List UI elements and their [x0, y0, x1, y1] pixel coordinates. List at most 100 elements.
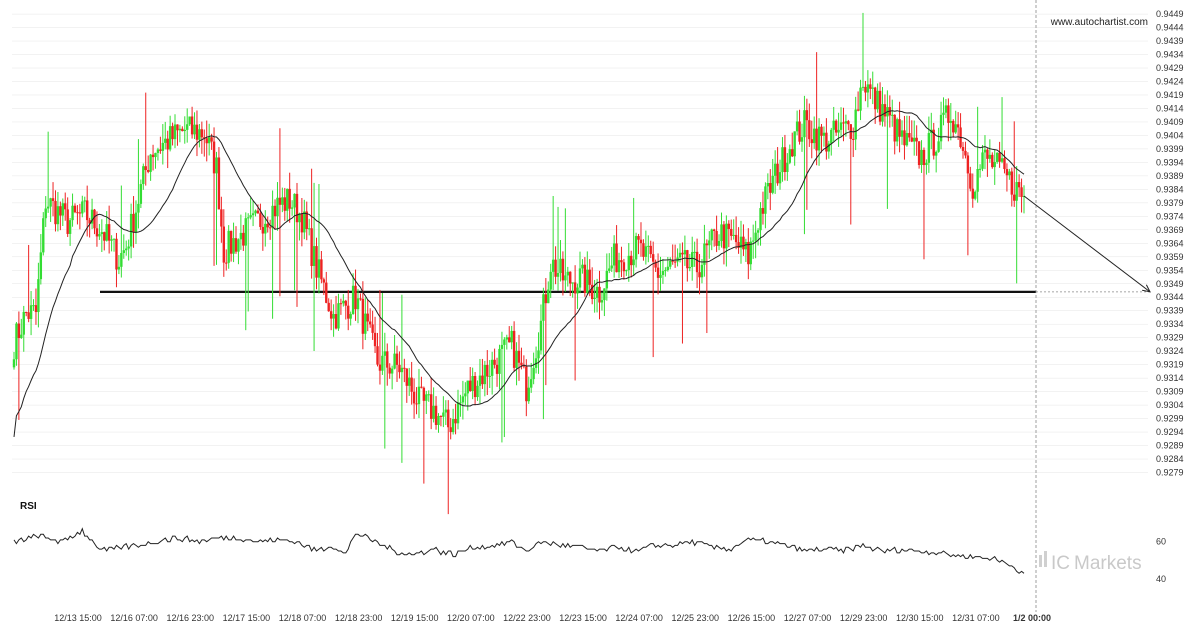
candle-body: [471, 376, 474, 391]
candle-body: [732, 234, 735, 236]
candle-body: [544, 294, 548, 304]
candle-body: [898, 119, 901, 137]
candle-body: [71, 205, 74, 221]
candle-body: [456, 402, 460, 424]
candle-body: [773, 163, 777, 176]
candle-body: [839, 122, 843, 130]
candle-body: [232, 238, 235, 254]
candle-body: [417, 386, 421, 405]
candle-body: [761, 208, 765, 214]
candle-body: [186, 124, 189, 130]
candle-body: [205, 138, 208, 144]
candle-body: [988, 154, 992, 159]
candle-body: [427, 394, 430, 396]
candle-body: [137, 203, 140, 213]
candle-body: [366, 313, 369, 322]
price-tick-label: 0.9289: [1156, 441, 1184, 451]
candle-body: [225, 262, 228, 264]
candle-body: [573, 282, 577, 294]
candle-body: [956, 124, 960, 128]
candle-body: [905, 133, 909, 146]
candle-body: [56, 206, 60, 225]
candle-body: [576, 287, 579, 294]
candle-body: [95, 228, 99, 237]
candle-body: [881, 104, 884, 122]
candle-body: [486, 364, 489, 377]
candle-body: [617, 260, 621, 273]
candle-body: [766, 182, 770, 187]
candle-body: [32, 305, 35, 307]
candle-body: [693, 251, 696, 253]
candle-body: [227, 230, 230, 263]
candle-body: [88, 220, 91, 224]
candle-body: [195, 124, 199, 140]
candle-body: [303, 211, 306, 233]
candle-body: [210, 137, 213, 142]
candle-body: [376, 346, 379, 365]
candle-body: [332, 314, 335, 319]
candle-body: [700, 264, 704, 278]
site-url[interactable]: www.autochartist.com: [1050, 17, 1148, 28]
candle-body: [1010, 171, 1014, 195]
candle-body: [737, 242, 740, 248]
candle-body: [783, 147, 787, 172]
time-tick-label: 12/18 23:00: [335, 613, 383, 623]
candle-body: [425, 394, 428, 401]
candle-body: [44, 208, 47, 219]
candle-body: [917, 141, 921, 166]
time-tick-label: 12/31 07:00: [952, 613, 1000, 623]
candle-body: [559, 258, 562, 274]
candle-body: [334, 314, 338, 329]
candle-body: [666, 266, 670, 271]
candle-body: [866, 84, 870, 93]
candle-body: [283, 197, 286, 211]
candle-body: [532, 367, 535, 380]
candle-body: [527, 387, 530, 402]
candle-body: [742, 236, 745, 250]
candle-body: [891, 114, 894, 116]
price-tick-label: 0.9404: [1156, 130, 1184, 140]
candle-body: [749, 241, 752, 265]
candle-body: [622, 262, 626, 272]
candle-body: [85, 200, 89, 221]
candle-body: [447, 409, 450, 428]
candle-body: [827, 143, 831, 152]
candle-body: [29, 305, 33, 319]
candle-body: [190, 116, 194, 135]
price-tick-label: 0.9279: [1156, 468, 1184, 478]
candle-body: [503, 339, 506, 345]
candle-body: [720, 224, 723, 241]
candle-body: [268, 227, 272, 229]
candle-body: [422, 387, 426, 401]
candle-body: [242, 232, 245, 246]
candle-body: [673, 261, 677, 263]
candle-body: [395, 353, 399, 365]
candle-body: [1013, 194, 1016, 201]
candle-body: [825, 132, 828, 152]
candle-body: [998, 152, 1001, 162]
candle-body: [100, 232, 104, 235]
candle-body: [854, 109, 857, 140]
price-tick-label: 0.9394: [1156, 157, 1184, 167]
candle-body: [934, 151, 938, 156]
candle-body: [610, 265, 613, 269]
candle-body: [125, 248, 128, 251]
candle-body: [405, 368, 408, 386]
candle-body: [434, 405, 438, 425]
price-tick-label: 0.9314: [1156, 373, 1184, 383]
projection-arrow: [1023, 195, 1151, 293]
candle-body: [312, 246, 316, 266]
candle-body: [276, 197, 279, 217]
candle-body: [964, 150, 967, 156]
candle-body: [991, 154, 994, 168]
candle-body: [134, 212, 138, 233]
candle-body: [493, 359, 496, 365]
price-tick-label: 0.9419: [1156, 90, 1184, 100]
candle-body: [717, 240, 721, 246]
rsi-title: RSI: [20, 501, 37, 512]
candle-body: [168, 126, 172, 150]
candle-body: [869, 84, 872, 89]
candle-body: [754, 232, 757, 241]
candle-body: [747, 241, 750, 265]
candle-body: [415, 403, 418, 405]
